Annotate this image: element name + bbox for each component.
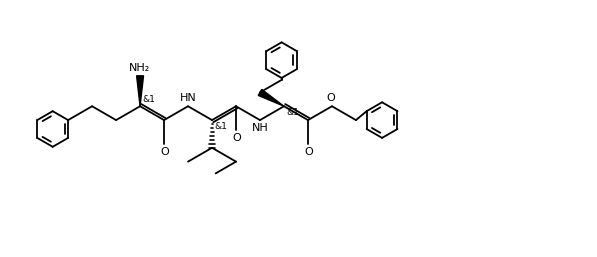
Text: O: O (327, 93, 336, 103)
Text: &1: &1 (286, 108, 299, 117)
Text: &1: &1 (214, 122, 227, 131)
Text: HN: HN (180, 93, 196, 103)
Text: O: O (233, 133, 241, 143)
Text: NH₂: NH₂ (128, 63, 150, 73)
Text: NH: NH (251, 123, 269, 133)
Polygon shape (137, 76, 143, 106)
Text: O: O (304, 146, 313, 157)
Polygon shape (259, 89, 284, 106)
Text: &1: &1 (142, 95, 155, 104)
Text: O: O (161, 146, 170, 157)
